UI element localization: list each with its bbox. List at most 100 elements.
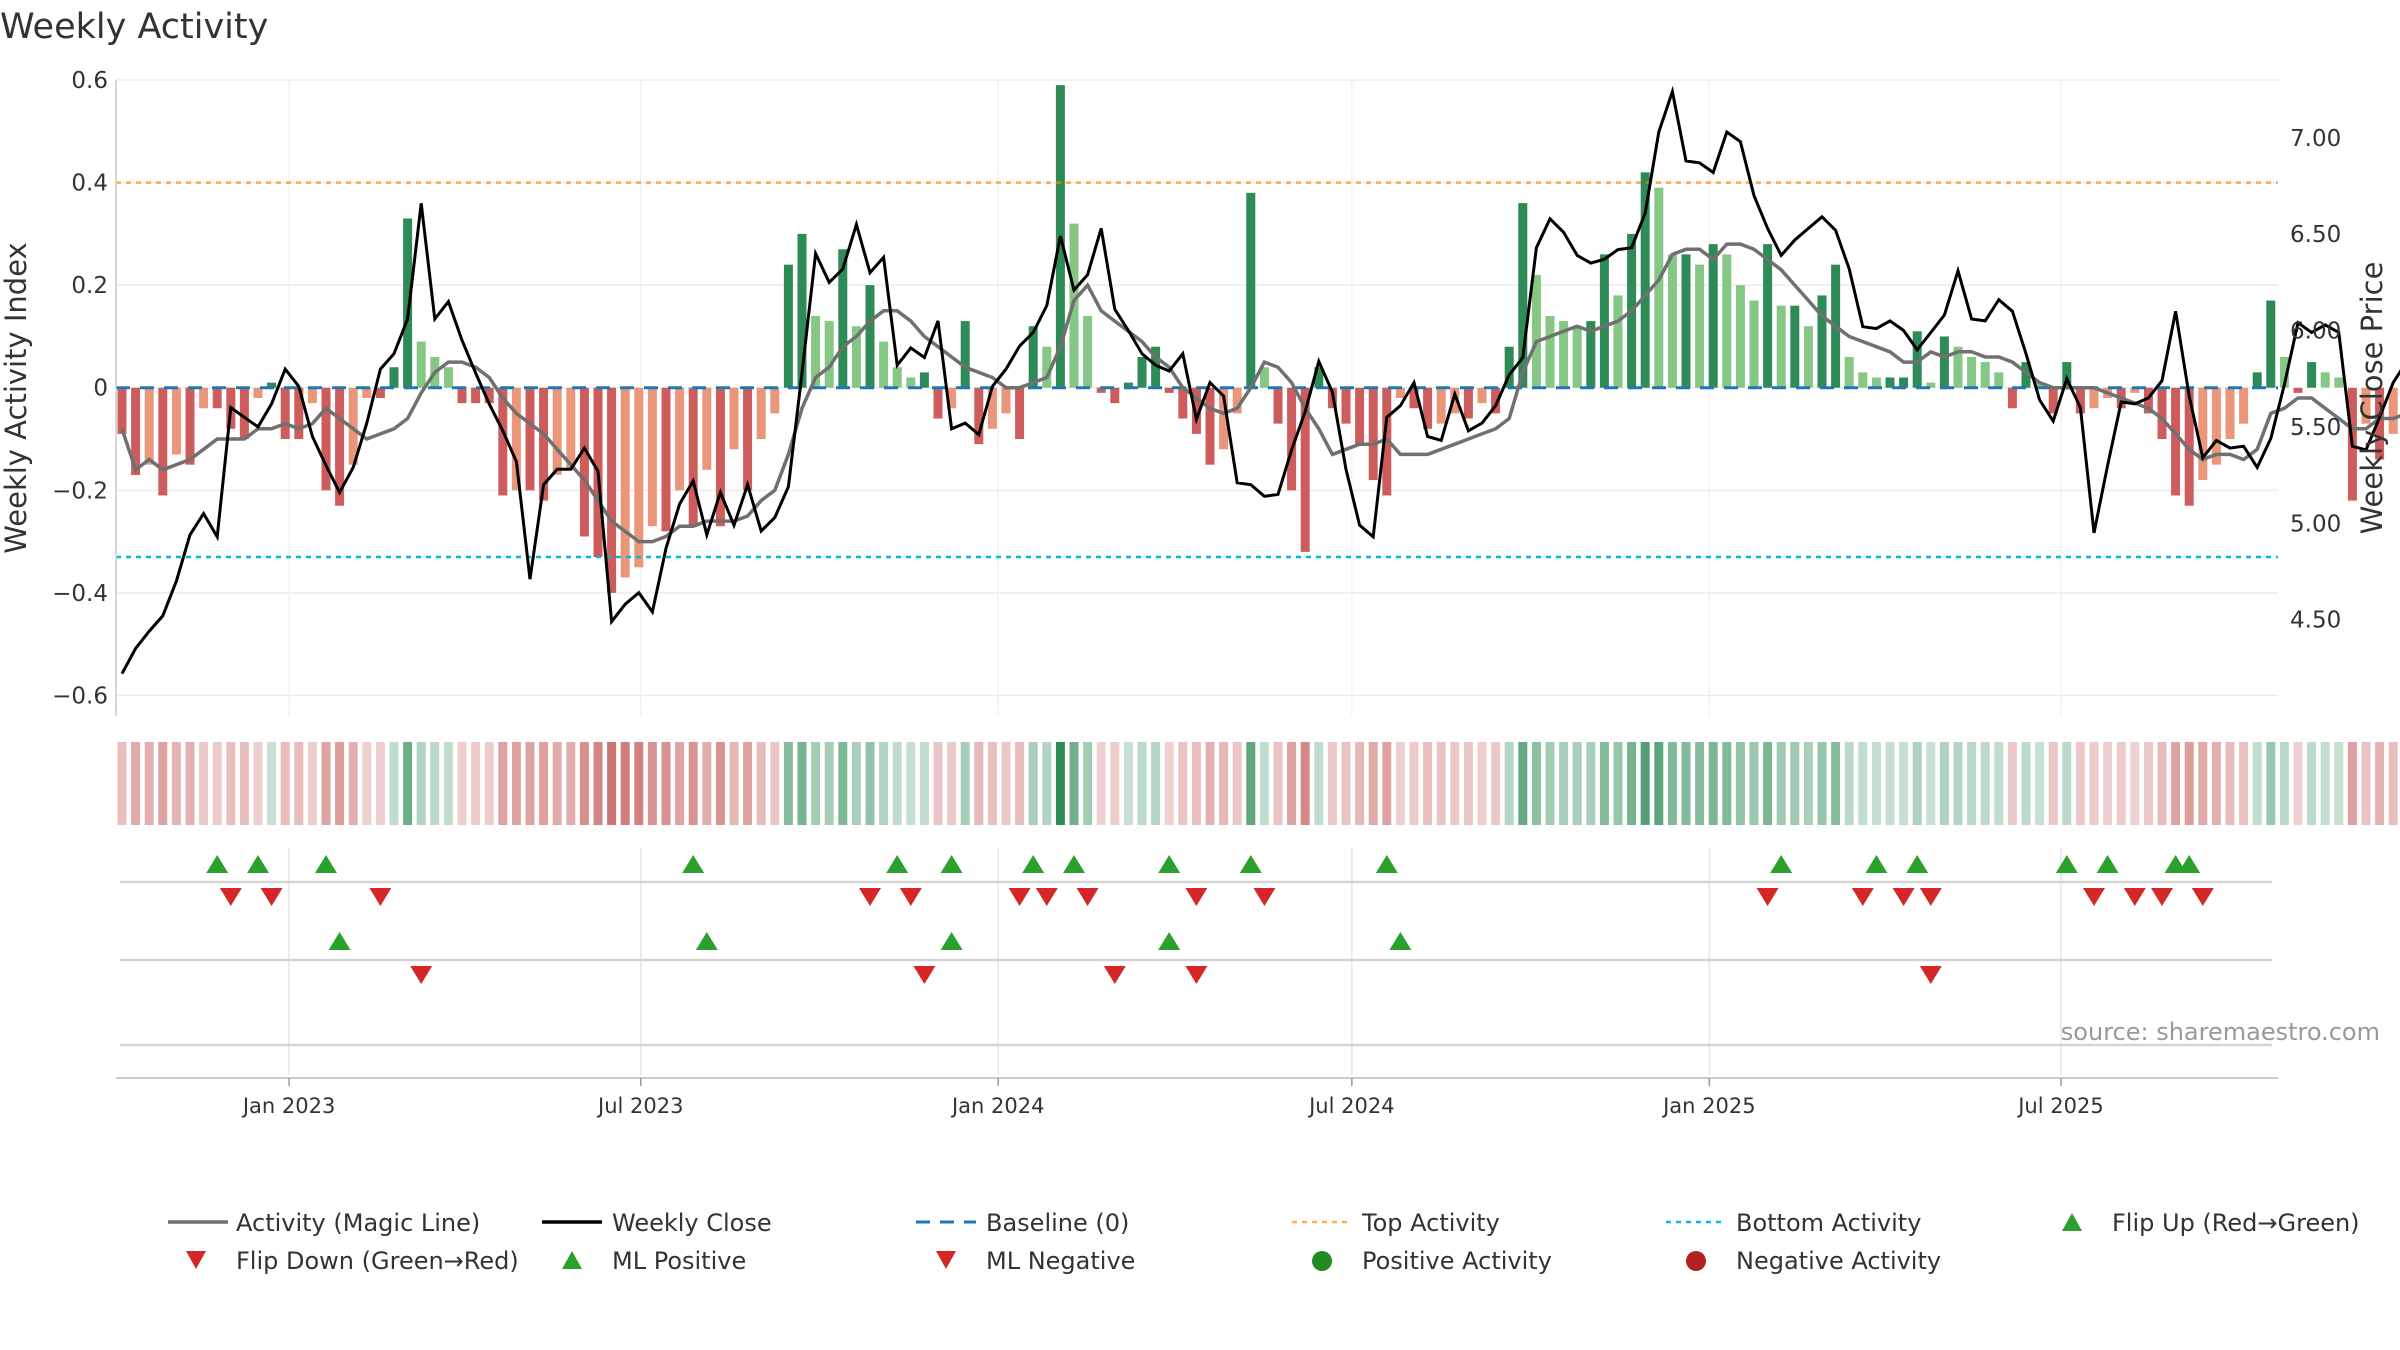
activity-bar	[498, 387, 508, 496]
heat-strip-cell	[416, 742, 426, 825]
activity-bar	[1953, 346, 1963, 388]
heat-strip-cell	[2116, 742, 2126, 825]
ml-positive-markers	[328, 932, 1412, 950]
activity-bar	[1232, 387, 1242, 414]
source-credit: source: sharemaestro.com	[2061, 1018, 2380, 1046]
activity-bar	[2021, 362, 2031, 388]
activity-bar	[1559, 321, 1569, 388]
heat-strip-cell	[1327, 742, 1337, 825]
activity-bar	[811, 315, 821, 388]
activity-bar	[1871, 377, 1881, 388]
flip-down-marker	[1253, 888, 1276, 906]
heat-strip-cell	[2334, 742, 2344, 825]
heat-strip-cell	[1735, 742, 1745, 825]
activity-bar	[2035, 382, 2045, 388]
legend-label-flip-up: Flip Up (Red→Green)	[2112, 1209, 2360, 1237]
activity-bar	[2293, 387, 2303, 393]
activity-bar	[280, 387, 290, 440]
ml-positive-marker	[1389, 932, 1412, 950]
heat-strip-cell	[634, 742, 644, 825]
activity-bar	[797, 233, 807, 388]
heat-strip-cell	[307, 742, 317, 825]
y2-axis-ticks: 7.00 6.50 6.00 5.50 5.00 4.50	[2290, 126, 2341, 634]
activity-bar	[838, 249, 848, 388]
flip-down-marker	[899, 888, 922, 906]
flip-down-markers	[219, 888, 2214, 906]
activity-bar	[2225, 387, 2235, 440]
activity-bar	[1967, 356, 1977, 388]
ml-negative-marker	[1185, 966, 1208, 984]
activity-bar	[974, 387, 984, 445]
activity-bar	[1477, 387, 1487, 404]
activity-bar	[1749, 300, 1759, 388]
heat-strip-cell	[321, 742, 331, 825]
legend-item-negative-activity: Negative Activity	[1686, 1247, 1941, 1275]
heat-strip-cell	[1708, 742, 1718, 825]
legend-label-flip-down: Flip Down (Green→Red)	[236, 1247, 519, 1275]
heat-strip-cell	[1232, 742, 1242, 825]
activity-bar	[688, 387, 698, 527]
heat-strip-cell	[1015, 742, 1025, 825]
heat-strip-cell	[1531, 742, 1541, 825]
heat-strip-cell	[471, 742, 481, 825]
activity-bar	[1436, 387, 1446, 424]
heat-strip-cell	[1926, 742, 1936, 825]
activity-bar	[2143, 387, 2153, 414]
heat-strip-cell	[1504, 742, 1514, 825]
heat-strip-cell	[1259, 742, 1269, 825]
activity-bar	[1545, 315, 1555, 388]
x-grid	[288, 80, 2062, 716]
activity-bar	[1123, 382, 1133, 388]
heat-strip-cell	[1314, 742, 1324, 825]
activity-bar	[1926, 382, 1936, 388]
heat-strip-cell	[1477, 742, 1487, 825]
heat-strip-cell	[1871, 742, 1881, 825]
activity-bar	[525, 387, 535, 491]
activity-bar	[457, 387, 467, 404]
heat-strip-cell	[199, 742, 209, 825]
flip-up-marker	[1063, 855, 1085, 873]
flip-down-marker	[1185, 888, 1208, 906]
activity-bar	[2388, 387, 2398, 434]
activity-bar	[1205, 387, 1215, 465]
heat-strip-cell	[1001, 742, 1011, 825]
heat-strip-cell	[2225, 742, 2235, 825]
heat-strip-cell	[2143, 742, 2153, 825]
activity-bar	[2252, 372, 2262, 388]
activity-bar	[1001, 387, 1011, 414]
heat-strip-cell	[1450, 742, 1460, 825]
flip-up-marker	[315, 855, 337, 873]
activity-bar	[1572, 326, 1582, 388]
heat-strip-cell	[715, 742, 725, 825]
heat-strip-cell	[1164, 742, 1174, 825]
legend-label-weekly-close: Weekly Close	[612, 1209, 772, 1237]
heat-strip-cell	[1722, 742, 1732, 825]
heat-strip-cell	[1151, 742, 1161, 825]
flip-up-marker	[206, 855, 229, 873]
legend-label-ml-positive: ML Positive	[612, 1247, 746, 1275]
heat-strip-cell	[2130, 742, 2140, 825]
x-tick-label: Jul 2024	[1307, 1094, 1394, 1118]
heat-strip-cell	[1831, 742, 1841, 825]
legend-swatch-flip-up	[2062, 1213, 2082, 1231]
legend-item-flip-up: Flip Up (Red→Green)	[2062, 1209, 2360, 1237]
flip-up-marker	[247, 855, 269, 873]
ml-positive-marker	[1158, 932, 1181, 950]
y-tick-label: −0.2	[52, 478, 108, 504]
activity-bar	[239, 387, 249, 440]
heat-strip-cell	[1545, 742, 1555, 825]
activity-bar	[1300, 387, 1310, 552]
weekly-close-series	[120, 85, 2400, 675]
heat-strip-cell	[1287, 742, 1297, 825]
heat-strip-cell	[2007, 742, 2017, 825]
heat-strip-cell	[2266, 742, 2276, 825]
heat-strip-cell	[2171, 742, 2181, 825]
activity-bar	[1695, 264, 1705, 388]
heat-strip-cell	[783, 742, 793, 825]
activity-bar	[2157, 387, 2167, 440]
activity-bar	[661, 387, 671, 532]
heat-strip-cell	[511, 742, 521, 825]
y2-tick-label: 6.00	[2290, 319, 2341, 345]
legend-item-weekly-close: Weekly Close	[542, 1209, 772, 1237]
heat-strip-cell	[539, 742, 549, 825]
